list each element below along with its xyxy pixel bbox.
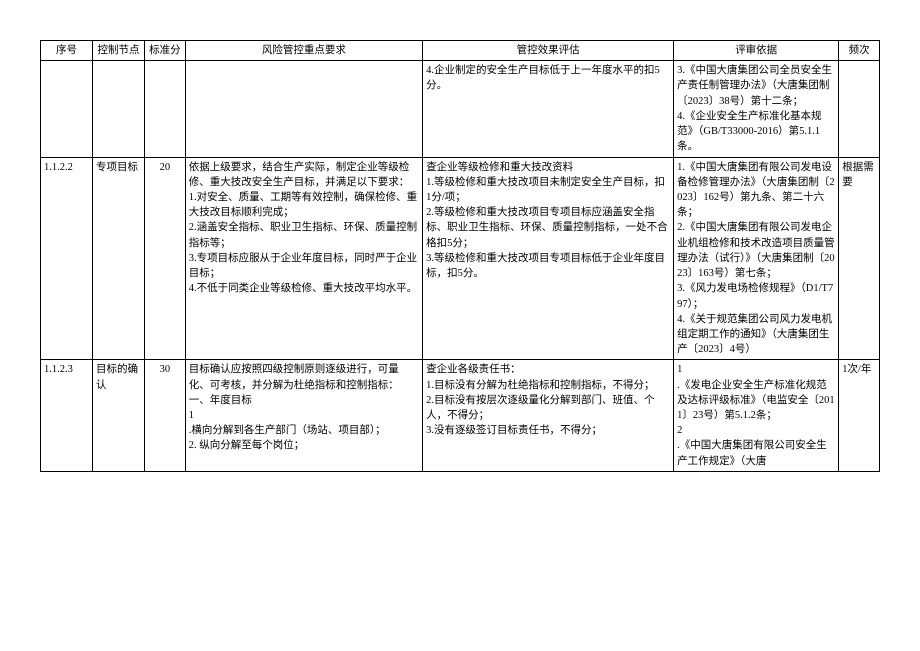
table-row: 4.企业制定的安全生产目标低于上一年度水平的扣5分。 3.《中国大唐集团公司全员…	[41, 61, 880, 157]
cell-seq: 1.1.2.3	[41, 360, 93, 472]
cell-req: 目标确认应按照四级控制原则逐级进行，可量化、可考核，并分解为杜绝指标和控制指标：…	[185, 360, 422, 472]
cell-eval: 查企业等级检修和重大技改资料1.等级检修和重大技改项目未制定安全生产目标，扣1分…	[423, 157, 674, 360]
risk-control-table: 序号 控制节点 标准分 风险管控重点要求 管控效果评估 评审依据 频次 4.企业…	[40, 40, 880, 472]
cell-score	[145, 61, 186, 157]
cell-req: 依据上级要求，结合生产实际，制定企业等级检修、重大技改安全生产目标，并满足以下要…	[185, 157, 422, 360]
col-freq: 频次	[839, 41, 880, 61]
col-eval: 管控效果评估	[423, 41, 674, 61]
cell-basis: 1.《中国大唐集团有限公司发电设备检修管理办法》（大唐集团制〔2023〕162号…	[674, 157, 839, 360]
cell-node	[93, 61, 145, 157]
col-score: 标准分	[145, 41, 186, 61]
table-body: 4.企业制定的安全生产目标低于上一年度水平的扣5分。 3.《中国大唐集团公司全员…	[41, 61, 880, 472]
cell-eval: 4.企业制定的安全生产目标低于上一年度水平的扣5分。	[423, 61, 674, 157]
cell-basis: 1.《发电企业安全生产标准化规范及达标评级标准》（电监安全〔2011〕23号）第…	[674, 360, 839, 472]
cell-node: 目标的确认	[93, 360, 145, 472]
col-req: 风险管控重点要求	[185, 41, 422, 61]
cell-node: 专项目标	[93, 157, 145, 360]
col-basis: 评审依据	[674, 41, 839, 61]
cell-score: 30	[145, 360, 186, 472]
table-row: 1.1.2.3 目标的确认 30 目标确认应按照四级控制原则逐级进行，可量化、可…	[41, 360, 880, 472]
cell-freq: 根据需要	[839, 157, 880, 360]
cell-freq: 1次/年	[839, 360, 880, 472]
cell-eval: 查企业各级责任书：1.目标没有分解为杜绝指标和控制指标，不得分；2.目标没有按层…	[423, 360, 674, 472]
cell-seq	[41, 61, 93, 157]
col-seq: 序号	[41, 41, 93, 61]
table-header-row: 序号 控制节点 标准分 风险管控重点要求 管控效果评估 评审依据 频次	[41, 41, 880, 61]
col-node: 控制节点	[93, 41, 145, 61]
cell-req	[185, 61, 422, 157]
cell-basis: 3.《中国大唐集团公司全员安全生产责任制管理办法》（大唐集团制〔2023〕38号…	[674, 61, 839, 157]
table-row: 1.1.2.2 专项目标 20 依据上级要求，结合生产实际，制定企业等级检修、重…	[41, 157, 880, 360]
cell-freq	[839, 61, 880, 157]
cell-score: 20	[145, 157, 186, 360]
cell-seq: 1.1.2.2	[41, 157, 93, 360]
